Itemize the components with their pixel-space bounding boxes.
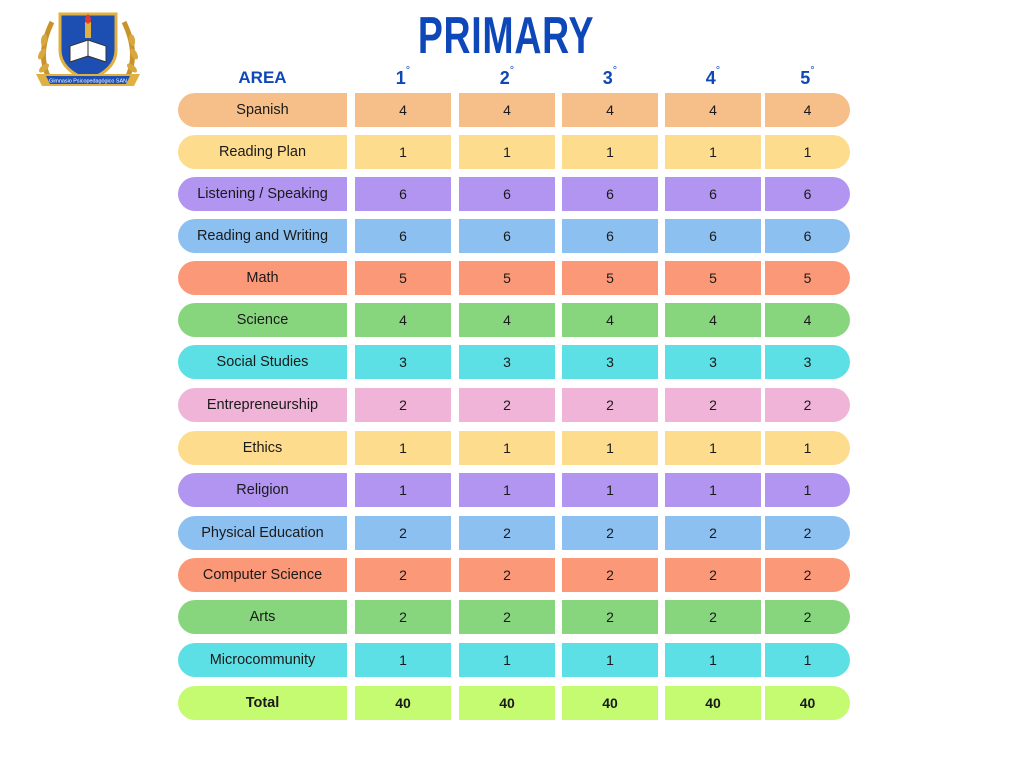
hours-cell: 1: [562, 643, 658, 677]
hours-cell: 2: [562, 600, 658, 634]
hours-cell: 1: [459, 473, 555, 507]
svg-text:Gimnasio Psicopedagógico SAN: Gimnasio Psicopedagógico SAN: [49, 79, 127, 85]
hours-cell: 4: [562, 93, 658, 127]
hours-cell: 5: [665, 261, 761, 295]
area-column-header: AREA: [238, 68, 287, 87]
hours-cell: 3: [562, 345, 658, 379]
hours-cell: 3: [459, 345, 555, 379]
hours-cell: 6: [765, 177, 850, 211]
subject-label: Entrepreneurship: [178, 388, 347, 422]
hours-cell: 1: [355, 473, 451, 507]
subject-label: Ethics: [178, 431, 347, 465]
page-title: PRIMARY: [417, 7, 595, 65]
hours-cell: 3: [665, 345, 761, 379]
hours-cell: 3: [765, 345, 850, 379]
hours-cell: 2: [355, 600, 451, 634]
hours-cell: 2: [665, 516, 761, 550]
total-hours-cell: 40: [355, 686, 451, 720]
hours-cell: 2: [665, 600, 761, 634]
total-label: Total: [178, 686, 347, 720]
hours-cell: 6: [562, 219, 658, 253]
hours-cell: 1: [765, 643, 850, 677]
hours-cell: 6: [765, 219, 850, 253]
hours-cell: 2: [765, 516, 850, 550]
grade-3-header: 3°: [602, 65, 618, 88]
hours-cell: 4: [562, 303, 658, 337]
hours-cell: 1: [665, 643, 761, 677]
total-hours-cell: 40: [459, 686, 555, 720]
hours-cell: 2: [765, 600, 850, 634]
grade-4-header: 4°: [705, 65, 721, 88]
hours-cell: 4: [765, 93, 850, 127]
hours-cell: 2: [765, 558, 850, 592]
hours-cell: 2: [765, 388, 850, 422]
hours-cell: 2: [665, 558, 761, 592]
subject-label: Social Studies: [178, 345, 347, 379]
total-hours-cell: 40: [562, 686, 658, 720]
hours-cell: 1: [355, 135, 451, 169]
grade-1-header: 1°: [395, 65, 411, 88]
hours-cell: 2: [562, 516, 658, 550]
hours-cell: 6: [665, 219, 761, 253]
subject-label: Science: [178, 303, 347, 337]
hours-cell: 2: [562, 388, 658, 422]
hours-cell: 1: [459, 643, 555, 677]
hours-cell: 2: [355, 516, 451, 550]
hours-cell: 1: [765, 473, 850, 507]
hours-cell: 4: [355, 303, 451, 337]
subject-label: Reading and Writing: [178, 219, 347, 253]
school-crest-logo: Gimnasio Psicopedagógico SAN: [30, 10, 146, 90]
hours-cell: 4: [665, 303, 761, 337]
hours-cell: 5: [459, 261, 555, 295]
subject-label: Arts: [178, 600, 347, 634]
grade-2-header: 2°: [499, 65, 515, 88]
hours-cell: 6: [355, 219, 451, 253]
hours-cell: 5: [355, 261, 451, 295]
hours-cell: 2: [355, 388, 451, 422]
subject-label: Spanish: [178, 93, 347, 127]
hours-cell: 2: [459, 600, 555, 634]
subject-label: Physical Education: [178, 516, 347, 550]
hours-cell: 1: [355, 643, 451, 677]
hours-cell: 1: [459, 431, 555, 465]
hours-cell: 4: [355, 93, 451, 127]
hours-cell: 1: [562, 431, 658, 465]
subject-label: Math: [178, 261, 347, 295]
hours-cell: 6: [459, 177, 555, 211]
hours-cell: 2: [665, 388, 761, 422]
hours-cell: 4: [765, 303, 850, 337]
hours-cell: 6: [355, 177, 451, 211]
hours-cell: 4: [459, 93, 555, 127]
hours-cell: 6: [459, 219, 555, 253]
total-hours-cell: 40: [765, 686, 850, 720]
hours-cell: 5: [562, 261, 658, 295]
hours-cell: 1: [562, 473, 658, 507]
hours-cell: 6: [562, 177, 658, 211]
hours-cell: 1: [665, 431, 761, 465]
subject-label: Reading Plan: [178, 135, 347, 169]
hours-cell: 2: [459, 558, 555, 592]
subject-label: Microcommunity: [178, 643, 347, 677]
hours-cell: 6: [665, 177, 761, 211]
grade-5-header: 5°: [800, 65, 815, 88]
hours-cell: 2: [459, 388, 555, 422]
hours-cell: 1: [765, 135, 850, 169]
hours-cell: 2: [459, 516, 555, 550]
hours-cell: 2: [562, 558, 658, 592]
hours-cell: 1: [665, 135, 761, 169]
subject-label: Religion: [178, 473, 347, 507]
hours-cell: 1: [665, 473, 761, 507]
hours-cell: 1: [459, 135, 555, 169]
hours-cell: 4: [665, 93, 761, 127]
subject-label: Listening / Speaking: [178, 177, 347, 211]
total-hours-cell: 40: [665, 686, 761, 720]
hours-cell: 1: [355, 431, 451, 465]
hours-cell: 2: [355, 558, 451, 592]
hours-cell: 1: [765, 431, 850, 465]
hours-cell: 1: [562, 135, 658, 169]
hours-cell: 5: [765, 261, 850, 295]
hours-cell: 3: [355, 345, 451, 379]
subject-label: Computer Science: [178, 558, 347, 592]
hours-cell: 4: [459, 303, 555, 337]
